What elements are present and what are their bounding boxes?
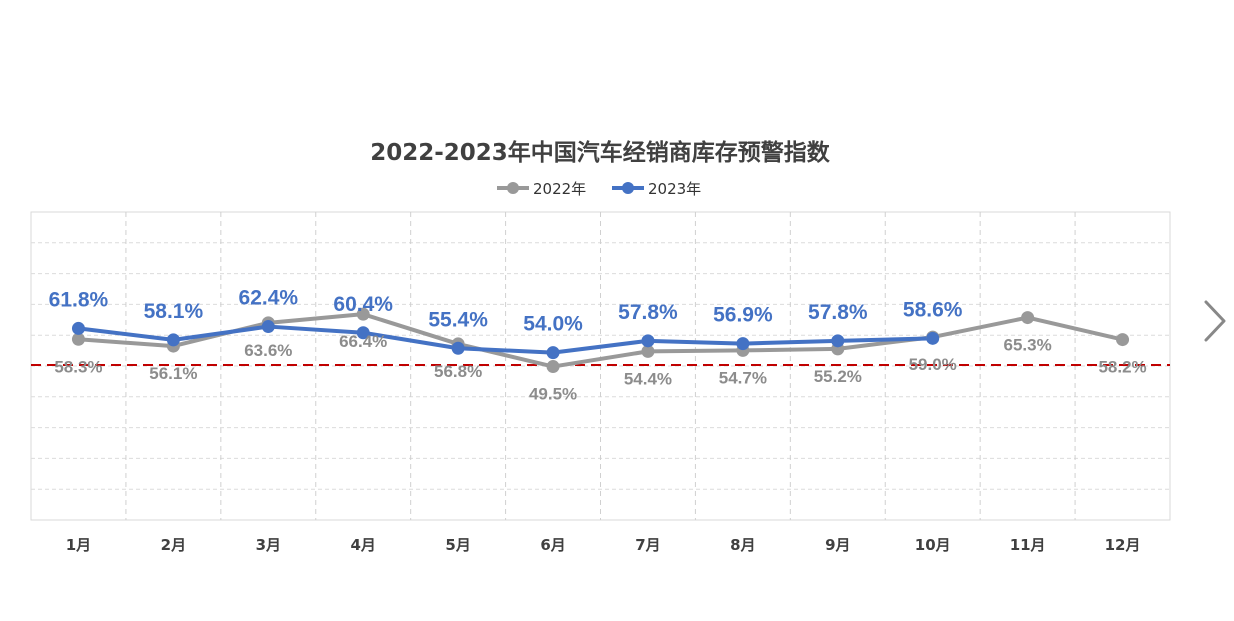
- data-point: [356, 326, 370, 340]
- x-axis-ticks: 1月 2月 3月 4月 5月 6月 7月 8月 9月 10月 11月 12月: [66, 536, 1141, 554]
- data-point: [641, 334, 655, 348]
- legend-label: 2023年: [648, 180, 701, 198]
- data-label: 63.6%: [244, 341, 292, 360]
- data-point: [1116, 333, 1130, 347]
- x-tick-label: 2月: [161, 536, 186, 554]
- data-label: 65.3%: [1004, 336, 1052, 355]
- data-point: [356, 307, 370, 321]
- x-tick-label: 5月: [445, 536, 470, 554]
- data-label: 62.4%: [239, 287, 299, 310]
- data-label: 55.2%: [814, 367, 862, 386]
- data-label: 61.8%: [49, 288, 109, 311]
- x-tick-label: 6月: [540, 536, 565, 554]
- series-line-2022: [78, 312, 1123, 369]
- data-label: 54.7%: [719, 368, 767, 387]
- chevron-right-icon[interactable]: [1196, 296, 1230, 346]
- data-label: 58.6%: [903, 298, 963, 321]
- data-point: [71, 332, 85, 346]
- data-label: 57.8%: [618, 301, 678, 324]
- data-label: 58.2%: [1098, 358, 1146, 377]
- x-tick-label: 4月: [350, 536, 375, 554]
- data-point: [261, 320, 275, 334]
- data-label: 56.8%: [434, 362, 482, 381]
- x-tick-label: 12月: [1105, 536, 1141, 554]
- data-point: [166, 333, 180, 347]
- data-label: 49.5%: [529, 385, 577, 404]
- series-group: 58.3% 56.1% 63.6% 66.4% 56.8% 49.5% 54.4% 54.7%…: [49, 287, 1147, 404]
- data-point: [1021, 311, 1035, 325]
- x-tick-label: 10月: [915, 536, 951, 554]
- data-label: 54.0%: [523, 313, 583, 336]
- data-label: 57.8%: [808, 301, 868, 324]
- plot-area: 1月 2月 3月 4月 5月 6月 7月 8月 9月 10月 11月 12月 58.3% 56.1% 63…: [30, 211, 1171, 554]
- data-point: [926, 331, 940, 345]
- legend-item: 2023年: [612, 180, 701, 198]
- legend: 2022年 2023年: [497, 180, 701, 198]
- x-tick-label: 7月: [635, 536, 660, 554]
- data-label: 56.1%: [149, 364, 197, 383]
- data-label: 58.1%: [144, 300, 204, 323]
- series-line-2023: [78, 324, 933, 355]
- data-point: [71, 321, 85, 335]
- data-point: [546, 346, 560, 360]
- data-label: 60.4%: [333, 293, 393, 316]
- data-label: 66.4%: [339, 332, 387, 351]
- x-tick-label: 1月: [66, 536, 91, 554]
- x-tick-label: 11月: [1010, 536, 1046, 554]
- data-label: 58.3%: [54, 357, 102, 376]
- legend-marker: [622, 182, 634, 194]
- legend-item: 2022年: [497, 180, 586, 198]
- legend-marker: [507, 182, 519, 194]
- data-point: [451, 341, 465, 355]
- data-point: [546, 360, 560, 374]
- data-label: 55.4%: [428, 308, 488, 331]
- chart-title: 2022-2023年中国汽车经销商库存预警指数: [370, 139, 831, 166]
- data-point: [736, 337, 750, 351]
- data-point: [831, 334, 845, 348]
- x-tick-label: 9月: [825, 536, 850, 554]
- data-label: 59.0%: [909, 355, 957, 374]
- data-label: 56.9%: [713, 304, 773, 327]
- x-tick-label: 8月: [730, 536, 755, 554]
- x-tick-label: 3月: [256, 536, 281, 554]
- data-label: 54.4%: [624, 369, 672, 388]
- data-point: [641, 344, 655, 358]
- legend-label: 2022年: [533, 180, 586, 198]
